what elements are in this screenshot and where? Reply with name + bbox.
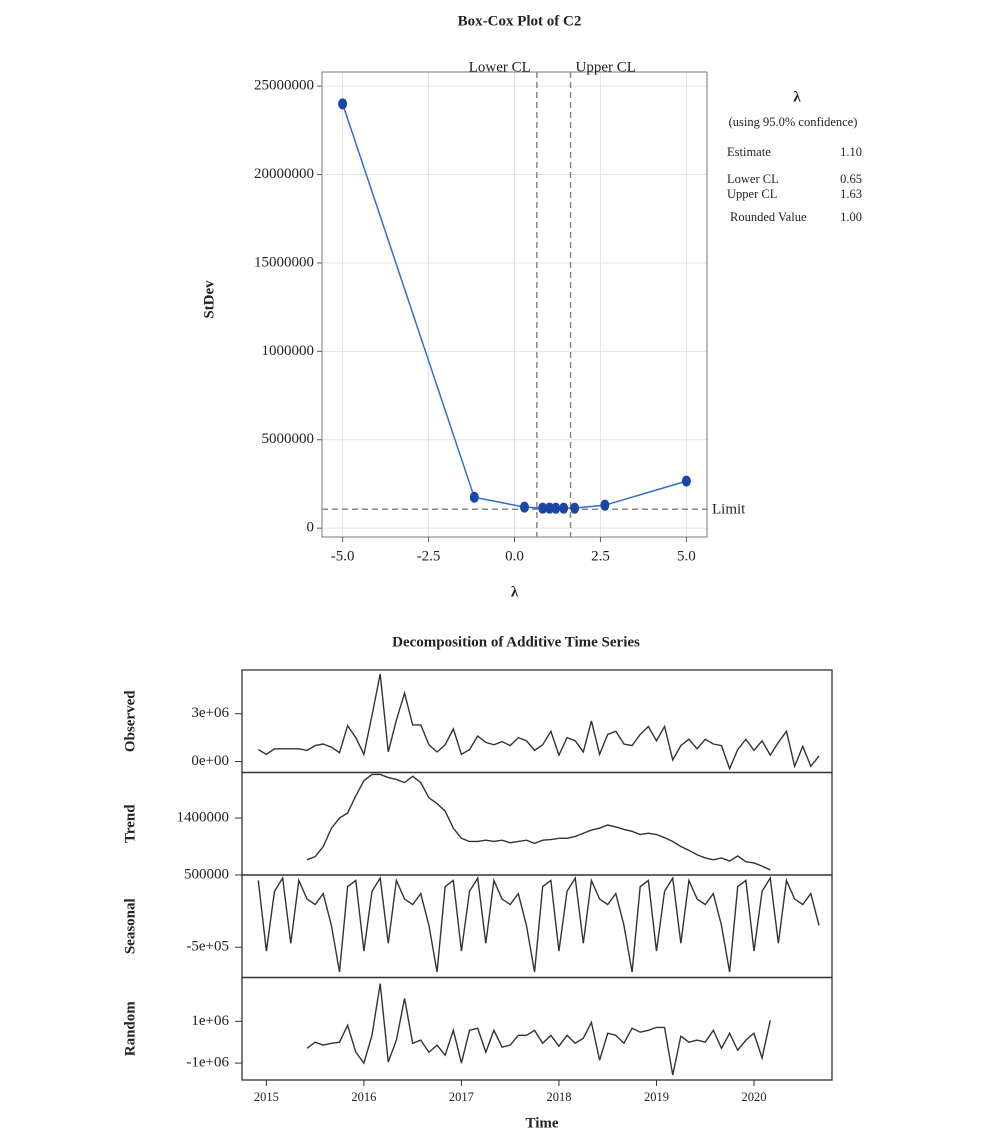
x-tick-label: 2017 [449, 1090, 474, 1104]
x-tick-label: 2.5 [591, 548, 610, 564]
x-axis-label: Time [525, 1115, 558, 1131]
y-tick-label: 0e+00 [191, 753, 229, 769]
stats-value: 1.63 [840, 187, 862, 201]
series-line [306, 773, 771, 871]
marker [545, 502, 555, 514]
x-tick-label: 2016 [351, 1090, 376, 1104]
y-tick-label: 1e+06 [191, 1013, 229, 1029]
y-tick-label: 1000000 [262, 343, 315, 359]
y-tick-label: 5000000 [262, 431, 315, 447]
y-tick-label: 1400000 [177, 809, 230, 825]
series-line [257, 876, 820, 973]
stats-value: 0.65 [840, 172, 862, 186]
x-tick-label: 2015 [254, 1090, 279, 1104]
marker [681, 475, 691, 487]
y-tick-label: -1e+06 [186, 1055, 229, 1071]
chart-title: Decomposition of Additive Time Series [392, 634, 640, 650]
x-tick-label: 2020 [741, 1090, 766, 1104]
marker [570, 502, 580, 514]
stats-subtitle: (using 95.0% confidence) [729, 115, 858, 129]
chart-title: Box-Cox Plot of C2 [458, 13, 582, 29]
stats-label: Lower CL [727, 172, 779, 186]
marker [551, 502, 561, 514]
y-tick-label: 500000 [184, 866, 229, 882]
panel-label: Trend [122, 804, 138, 843]
stats-value: 1.00 [840, 210, 862, 224]
y-axis-label: StDev [201, 280, 217, 319]
stats-label: Estimate [727, 145, 771, 159]
panel-frame [241, 874, 833, 979]
panel-label: Observed [122, 690, 138, 752]
marker [338, 98, 348, 110]
y-tick-label: 15000000 [254, 254, 314, 270]
marker [559, 502, 569, 514]
stats-title: λ [793, 89, 801, 105]
x-tick-label: 2019 [644, 1090, 669, 1104]
x-axis-label: λ [511, 584, 519, 600]
panel-frame [241, 976, 833, 1081]
panel-frame [241, 669, 833, 774]
x-tick-label: 0.0 [505, 548, 524, 564]
x-tick-label: -2.5 [417, 548, 441, 564]
panel-label: Random [122, 1001, 138, 1057]
x-tick-label: 5.0 [677, 548, 696, 564]
y-tick-label: 25000000 [254, 78, 314, 94]
plot-frame [321, 71, 708, 538]
marker [600, 499, 610, 511]
stats-label: Upper CL [727, 187, 777, 201]
marker [469, 491, 479, 503]
y-tick-label: 20000000 [254, 166, 314, 182]
y-tick-label: 0 [307, 520, 315, 536]
stats-label: Rounded Value [730, 210, 807, 224]
series-line [257, 673, 820, 771]
ci-label: Upper CL [576, 59, 636, 75]
marker [519, 501, 529, 513]
ci-label: Lower CL [469, 59, 531, 75]
limit-label: Limit [712, 502, 746, 518]
x-tick-label: -5.0 [331, 548, 355, 564]
marker [538, 502, 548, 514]
panel-label: Seasonal [122, 898, 138, 954]
series-line [306, 983, 771, 1076]
y-tick-label: -5e+05 [186, 939, 229, 955]
stats-value: 1.10 [840, 145, 862, 159]
x-tick-label: 2018 [546, 1090, 571, 1104]
y-tick-label: 3e+06 [191, 705, 229, 721]
